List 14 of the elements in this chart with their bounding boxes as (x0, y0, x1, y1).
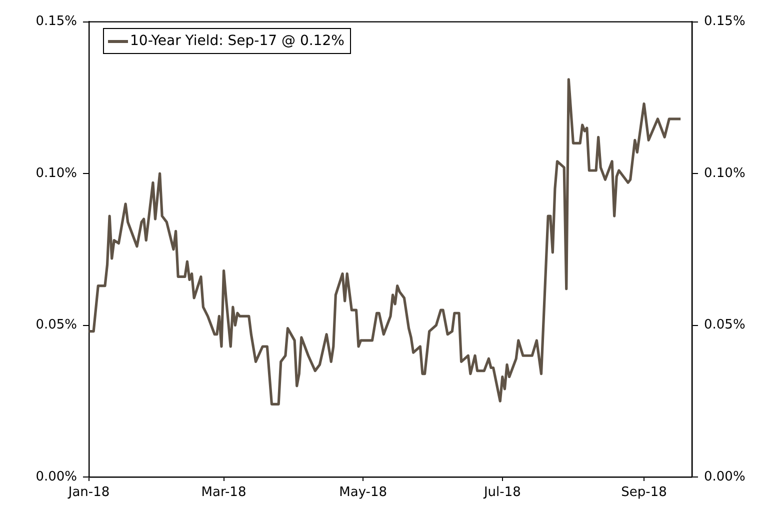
y2-tick-label: 0.15% (704, 14, 746, 30)
legend-label: 10-Year Yield: Sep-17 @ 0.12% (130, 33, 344, 49)
y2-tick-label: 0.00% (704, 469, 746, 484)
x-tick-label: May-18 (339, 485, 388, 500)
x-tick-label: Mar-18 (201, 485, 246, 500)
y-tick-label: 0.15% (36, 14, 77, 30)
y-tick-label: 0.10% (36, 166, 77, 181)
y2-tick-label: 0.05% (704, 318, 746, 333)
y-tick-label: 0.05% (36, 318, 77, 333)
y-tick-label: 0.00% (36, 469, 77, 484)
x-tick-label: Jan-18 (67, 485, 110, 500)
x-tick-label: Sep-18 (621, 485, 667, 500)
x-tick-label: Jul-18 (482, 485, 521, 500)
y2-tick-label: 0.10% (704, 166, 746, 181)
